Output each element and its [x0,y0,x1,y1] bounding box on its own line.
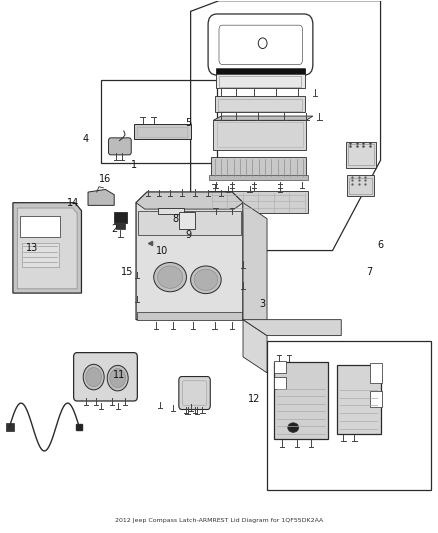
FancyBboxPatch shape [74,353,138,401]
Text: 4: 4 [83,134,89,144]
Bar [114,212,127,223]
Bar [208,191,308,213]
Bar [21,243,59,266]
Polygon shape [88,189,114,205]
Polygon shape [13,203,81,293]
Bar [138,211,241,235]
Bar [211,157,306,177]
Ellipse shape [157,266,183,288]
Text: 12: 12 [248,394,260,405]
Polygon shape [213,116,313,120]
Bar [337,365,381,434]
Ellipse shape [288,423,299,432]
Bar [158,208,184,214]
Polygon shape [243,203,267,336]
Ellipse shape [154,263,187,292]
Bar [179,212,195,229]
Text: 15: 15 [121,267,134,277]
Text: 7: 7 [367,267,373,277]
Text: 9: 9 [185,230,191,240]
Polygon shape [243,320,267,373]
Polygon shape [17,208,77,289]
FancyBboxPatch shape [179,376,210,409]
Bar [274,362,328,439]
Text: 13: 13 [26,243,38,253]
Text: 2: 2 [111,224,117,235]
Polygon shape [213,120,306,150]
Bar [215,68,305,74]
Text: 3: 3 [260,298,266,309]
Bar [215,69,305,88]
Bar [347,174,374,196]
Ellipse shape [194,269,218,290]
Ellipse shape [86,368,102,386]
Ellipse shape [110,368,126,387]
Bar [6,423,14,431]
Bar [215,96,305,112]
Bar [116,222,125,229]
Text: 5: 5 [185,118,191,128]
Polygon shape [136,192,243,209]
Bar [137,312,242,320]
Bar [134,124,191,139]
Text: 8: 8 [172,214,178,224]
Bar [218,99,301,111]
Ellipse shape [83,365,104,390]
Text: 6: 6 [378,240,384,250]
Ellipse shape [107,366,128,391]
Bar [219,76,301,87]
Text: 14: 14 [67,198,79,208]
Bar [348,144,374,165]
Bar [370,364,382,383]
Text: 11: 11 [113,370,125,381]
Text: 1: 1 [131,160,137,171]
Bar [274,361,286,373]
Bar [274,377,286,389]
Bar [209,175,308,180]
Bar [346,142,376,168]
Bar [101,80,217,163]
Text: 2012 Jeep Compass Latch-ARMREST Lid Diagram for 1QF55DK2AA: 2012 Jeep Compass Latch-ARMREST Lid Diag… [115,518,323,523]
Bar [370,391,382,407]
Ellipse shape [191,266,221,294]
Bar [20,216,60,237]
Bar [137,127,187,138]
Text: 16: 16 [99,174,111,184]
FancyBboxPatch shape [109,138,131,155]
Polygon shape [243,320,341,336]
Text: 10: 10 [156,246,168,255]
Bar [349,177,372,193]
Bar [217,123,303,148]
Polygon shape [136,192,243,320]
